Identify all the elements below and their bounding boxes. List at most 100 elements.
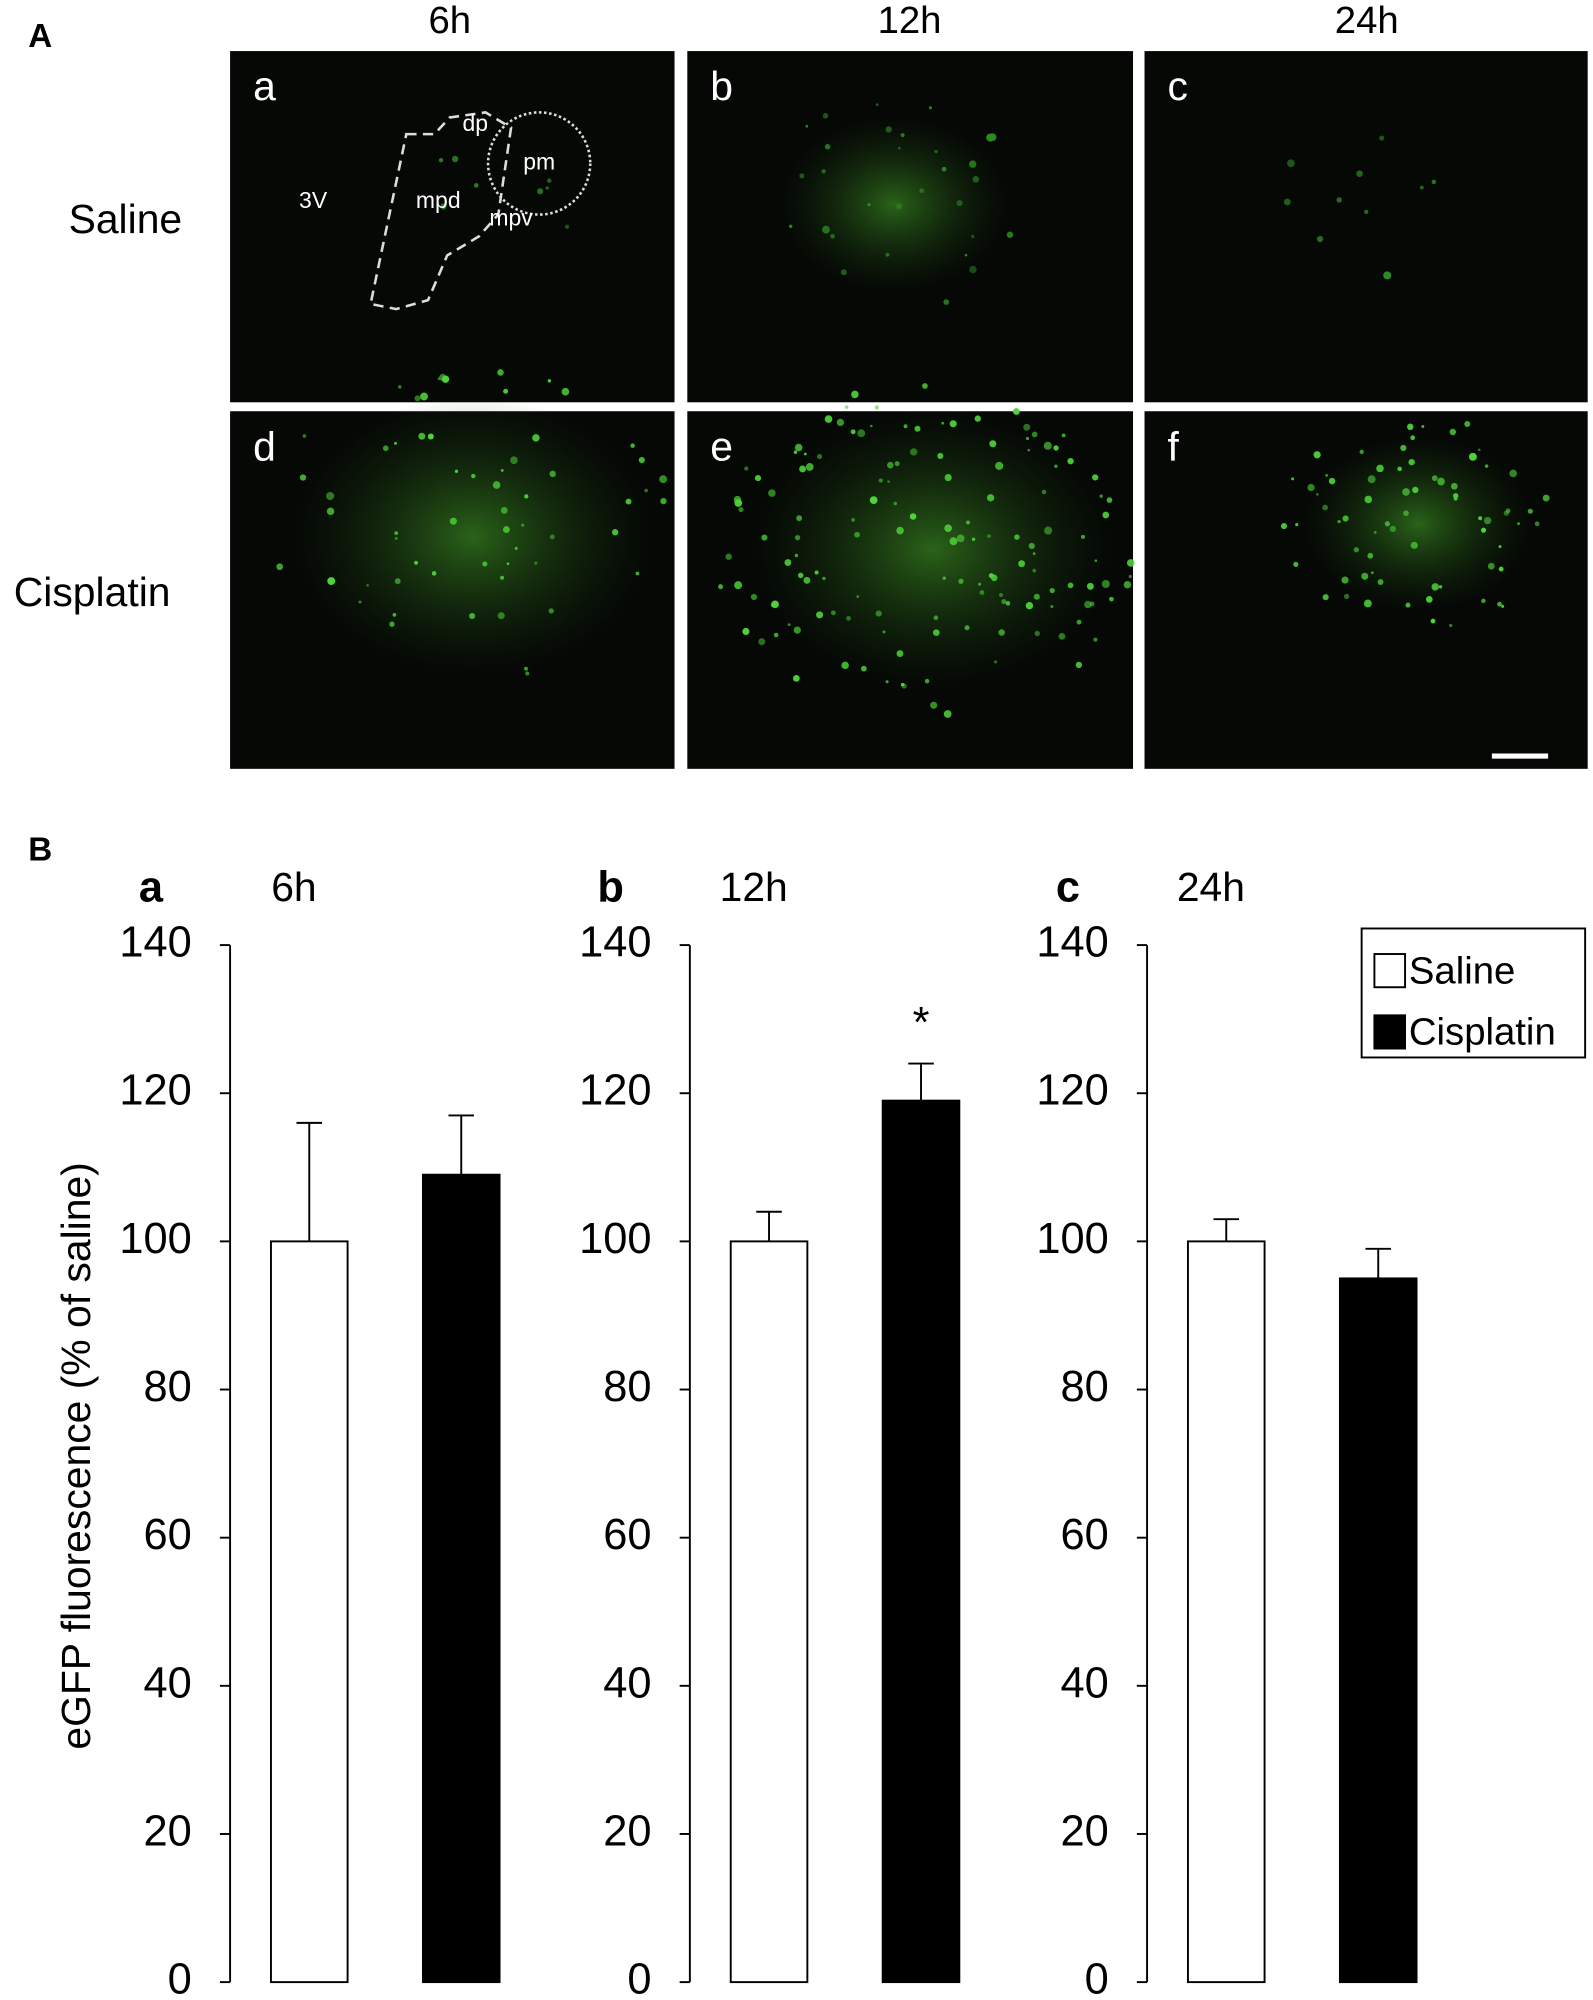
micrograph [1144,51,1588,403]
fluorescent-cell [922,383,928,389]
fluorescent-cell [797,572,804,579]
fluorescent-cell [1363,599,1372,608]
fluorescent-cell [869,424,873,428]
fluorescent-cell [524,494,529,499]
legend-swatch [1373,953,1407,989]
fluorescent-cell [944,524,952,533]
fluorescent-cell [1400,444,1407,451]
fluorescent-cell [469,612,476,620]
fluorescent-cell [1343,593,1350,600]
fluorescent-cell [1498,566,1504,572]
fluorescent-cell [799,465,806,473]
fluorescent-cell [768,489,776,497]
fluorescent-cell [660,497,667,505]
fluorescent-cell [896,203,903,210]
fluorescent-cell [1450,482,1458,490]
fluorescent-cell [1094,559,1098,562]
fluorescent-cell [1067,582,1074,589]
fluorescent-cell [941,421,945,425]
fluorescent-cell [943,710,952,718]
fluorescent-cell [1322,504,1328,511]
fluorescent-cell [1359,449,1364,455]
y-tick-label: 40 [1060,1659,1108,1707]
fluorescent-cell [822,576,826,581]
fluorescent-cell [930,701,938,709]
fluorescent-cell [1109,596,1114,602]
fluorescent-cell [878,478,883,483]
panel-a-images: a b c d e f [230,51,1588,769]
fluorescent-cell [1050,604,1054,608]
y-tick-label: 100 [119,1215,191,1263]
fluorescent-cell [500,575,505,580]
fluorescent-cell [326,491,335,501]
chart-subtitle: 12h [720,864,788,910]
fluorescent-cell [545,186,549,190]
fluorescent-cell [1534,521,1540,527]
fluorescent-cell [974,415,981,422]
micrograph [230,51,675,403]
fluorescent-cell [1067,457,1074,465]
y-tick-label: 140 [1036,919,1108,967]
fluorescent-cell [875,103,879,107]
fluorescent-cell [738,507,744,513]
fluorescent-cell [869,496,878,504]
fluorescent-cell [1468,452,1477,461]
fluorescent-cell [995,461,1004,470]
legend-label: Cisplatin [1409,1011,1556,1054]
fluorescent-cell [1383,271,1392,280]
fluorescent-cell [979,590,985,595]
fluorescent-cell [1410,541,1418,549]
fluorescent-cell [1033,593,1040,600]
y-tick-label: 20 [143,1807,191,1855]
fluorescent-cell [524,666,528,671]
fluorescent-cell [1397,466,1402,472]
fluorescent-cell [792,674,800,682]
fluorescent-cell [771,600,779,609]
fluorescent-cell [794,553,799,558]
panel-letter: b [710,63,733,109]
fluorescent-cell [742,627,750,636]
fluorescent-cell [548,608,554,614]
panel-label: B [28,832,52,869]
fluorescent-cell [471,473,476,479]
fluorescent-cell [894,461,900,467]
fluorescent-cell [816,611,824,619]
y-tick-label: 20 [1060,1807,1108,1855]
fluorescent-cell [972,176,980,183]
fluorescent-cell [846,615,851,621]
fluorescent-cell [1425,596,1433,603]
fluorescent-cell [1316,492,1319,496]
fluorescent-cell [1364,495,1373,504]
fluorescent-cell [1517,522,1520,526]
region-outline [369,111,513,311]
y-tick-label: 60 [603,1511,651,1559]
fluorescent-cell [440,203,447,210]
fluorescent-cell [1430,618,1436,624]
fluorescent-cell [998,629,1005,636]
fluorescent-cell [1505,508,1511,514]
fluorescent-cell [789,224,793,229]
fluorescent-cell [394,578,401,585]
fluorescent-cell [1058,633,1066,640]
fluorescent-cell [1367,552,1374,559]
fluorescent-cell [796,515,803,522]
fluorescent-cell [644,488,648,493]
fluorescent-cell [1128,574,1132,579]
fluorescent-cell [824,415,833,423]
fluorescent-cell [414,395,421,402]
fluorescent-cell [1367,475,1376,484]
fluorescent-cell [814,570,819,575]
fluorescent-cell [1075,661,1083,669]
fluorescent-cell [934,149,938,154]
y-tick-label: 0 [1085,1956,1109,2000]
fluorescent-cell [1407,423,1414,431]
fluorescent-cell [949,537,958,546]
fluorescent-cell [1342,515,1349,522]
fluorescent-cell [988,573,994,579]
fluorescent-cell [1041,489,1047,495]
fluorescent-cell [893,501,898,506]
fluorescent-cell [299,474,307,481]
fluorescent-cell [366,584,369,587]
fluorescent-cell [1437,477,1445,486]
y-axis-label: eGFP fluorescence (% of saline) [53,1162,99,1749]
